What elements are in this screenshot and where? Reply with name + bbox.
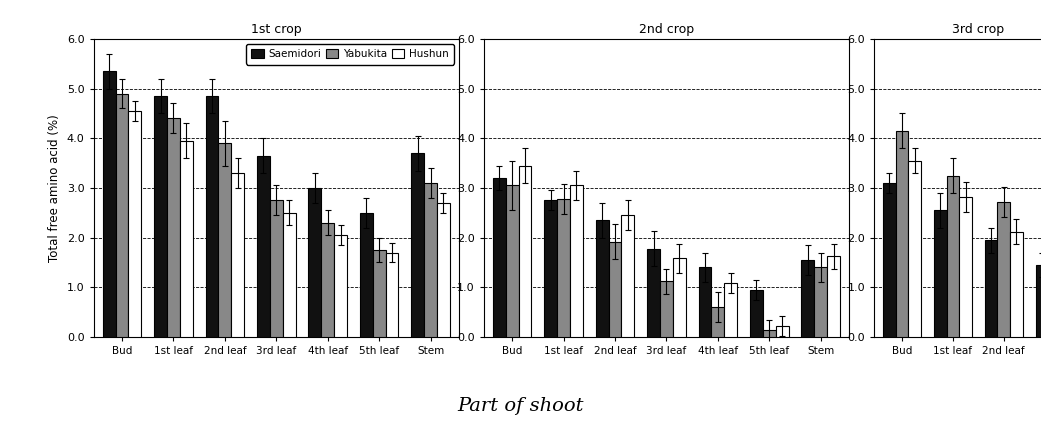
Bar [283,213,296,337]
Bar [699,267,711,337]
Bar [570,185,583,337]
Title: 3rd crop: 3rd crop [953,23,1005,36]
Bar [334,235,347,337]
Bar [672,258,686,337]
Bar [946,175,959,337]
Bar [750,290,763,337]
Bar [506,185,518,337]
Bar [934,210,946,337]
Bar [518,165,531,337]
Bar [776,326,788,337]
Bar [411,153,424,337]
Y-axis label: Total free amino acid (%): Total free amino acid (%) [48,114,61,262]
Bar [648,248,660,337]
Bar [997,202,1010,337]
Bar [373,250,385,337]
Bar [270,200,283,337]
Legend: Saemidori, Yabukita, Hushun: Saemidori, Yabukita, Hushun [246,44,454,64]
Bar [154,96,167,337]
Bar [128,111,142,337]
Bar [557,199,570,337]
Text: Part of shoot: Part of shoot [457,397,584,415]
Bar [492,178,506,337]
Bar [308,188,322,337]
Bar [167,118,180,337]
Bar [424,183,437,337]
Bar [544,200,557,337]
Bar [231,173,244,337]
Bar [205,96,219,337]
Bar [219,143,231,337]
Bar [1010,232,1023,337]
Bar [257,156,270,337]
Bar [180,141,193,337]
Bar [802,260,814,337]
Bar [814,267,828,337]
Bar [116,93,128,337]
Bar [385,252,399,337]
Bar [725,283,737,337]
Bar [595,220,609,337]
Bar [985,240,997,337]
Title: 1st crop: 1st crop [251,23,302,36]
Bar [883,183,895,337]
Title: 2nd crop: 2nd crop [639,23,694,36]
Bar [828,257,840,337]
Bar [909,161,921,337]
Bar [1036,265,1041,337]
Bar [959,197,972,337]
Bar [103,71,116,337]
Bar [660,281,672,337]
Bar [711,307,725,337]
Bar [763,330,776,337]
Bar [621,215,634,337]
Bar [609,241,621,337]
Bar [895,131,909,337]
Bar [322,223,334,337]
Bar [360,213,373,337]
Bar [437,203,450,337]
